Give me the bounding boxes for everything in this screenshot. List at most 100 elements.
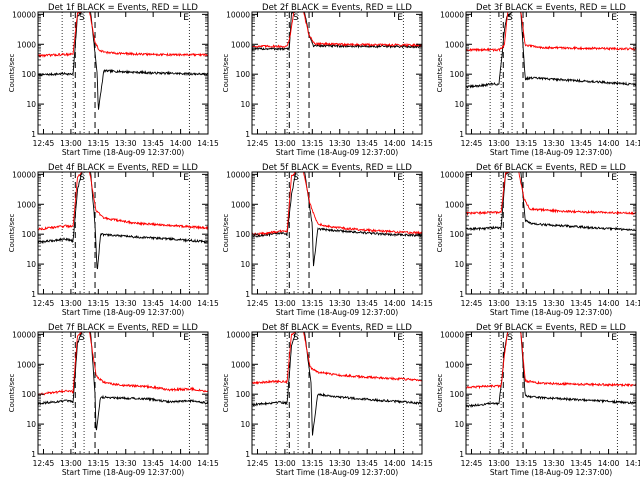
y-axis-label: Counts/sec [222, 374, 230, 413]
x-axis-label: Start Time (18-Aug-09 12:37:00) [490, 308, 612, 317]
x-tick-label: 13:45 [356, 299, 378, 308]
flare-marker-e: E [183, 333, 189, 343]
x-tick-label: 13:30 [329, 459, 351, 468]
y-axis-label: Counts/sec [8, 214, 16, 253]
y-tick-label: 10000 [226, 10, 250, 19]
x-tick-label: 14:00 [598, 299, 620, 308]
y-tick-label: 1000 [231, 40, 250, 49]
y-tick-label: 10000 [440, 170, 464, 179]
series-line-lld [466, 332, 636, 390]
y-tick-label: 100 [236, 230, 251, 239]
x-tick-label: 12:45 [247, 139, 269, 148]
y-tick-label: 100 [22, 230, 37, 239]
x-tick-label: 14:15 [197, 459, 219, 468]
chart-title: Det 4f BLACK = Events, RED = LLD [48, 163, 198, 173]
flare-marker-e: E [183, 13, 189, 23]
series-line-lld [38, 332, 208, 396]
y-axis-label: Counts/sec [8, 54, 16, 93]
x-axis-label: Start Time (18-Aug-09 12:37:00) [62, 468, 184, 477]
x-tick-label: 12:45 [247, 459, 269, 468]
x-tick-label: 14:00 [598, 139, 620, 148]
x-tick-label: 13:15 [516, 299, 538, 308]
x-tick-label: 13:15 [302, 459, 324, 468]
x-tick-label: 13:15 [516, 459, 538, 468]
x-axis-label: Start Time (18-Aug-09 12:37:00) [62, 148, 184, 157]
x-tick-label: 14:00 [170, 139, 192, 148]
y-tick-label: 1000 [445, 360, 464, 369]
y-tick-label: 10 [454, 100, 464, 109]
y-tick-label: 1000 [231, 360, 250, 369]
plot-frame [465, 171, 637, 295]
time-guides [275, 332, 404, 454]
y-tick-label: 100 [22, 70, 37, 79]
x-tick-label: 13:15 [88, 299, 110, 308]
y-tick-label: 10 [240, 420, 250, 429]
plot-frame [37, 171, 209, 295]
x-tick-label: 13:00 [488, 459, 510, 468]
plot-frame [251, 331, 423, 455]
x-tick-label: 13:00 [60, 299, 82, 308]
x-tick-label: 13:45 [142, 459, 164, 468]
series-line-lld [38, 172, 208, 231]
series-line-lld [252, 12, 422, 49]
x-tick-label: 13:00 [274, 139, 296, 148]
y-tick-label: 10 [26, 420, 36, 429]
y-tick-label: 10 [240, 100, 250, 109]
x-tick-label: 13:00 [488, 139, 510, 148]
x-tick-label: 14:00 [170, 299, 192, 308]
y-tick-label: 10000 [12, 10, 36, 19]
flare-marker-e: E [611, 333, 617, 343]
series-line-events [466, 12, 636, 89]
y-tick-label: 10 [240, 260, 250, 269]
y-tick-label: 1000 [231, 200, 250, 209]
x-tick-label: 13:45 [142, 299, 164, 308]
flare-marker-e: E [397, 173, 403, 183]
x-tick-label: 14:00 [384, 139, 406, 148]
x-tick-label: 13:15 [302, 299, 324, 308]
x-tick-label: 14:15 [411, 299, 433, 308]
chart-title: Det 9f BLACK = Events, RED = LLD [476, 323, 626, 333]
flare-marker-e: E [397, 333, 403, 343]
time-guides [489, 12, 618, 134]
flare-marker-e: E [183, 173, 189, 183]
x-tick-label: 13:15 [88, 139, 110, 148]
series-line-lld [466, 12, 636, 53]
plot-frame [465, 331, 637, 455]
y-tick-label: 1000 [17, 360, 36, 369]
y-tick-label: 10000 [226, 170, 250, 179]
x-tick-label: 13:45 [356, 139, 378, 148]
y-tick-label: 100 [22, 390, 37, 399]
flare-marker-s: S [507, 13, 513, 23]
x-tick-label: 13:00 [274, 299, 296, 308]
series-line-lld [252, 172, 422, 236]
flare-marker-s: S [293, 333, 299, 343]
plot-frame [37, 11, 209, 135]
time-guides [275, 172, 404, 294]
y-tick-label: 1000 [17, 40, 36, 49]
flare-marker-e: E [611, 173, 617, 183]
flare-marker-s: S [79, 173, 85, 183]
series-line-events [252, 172, 422, 267]
y-tick-label: 1 [31, 290, 36, 299]
plot-frame [251, 11, 423, 135]
x-tick-label: 14:00 [170, 459, 192, 468]
y-axis-label: Counts/sec [436, 54, 444, 93]
x-tick-label: 13:45 [570, 139, 592, 148]
y-tick-label: 10 [454, 420, 464, 429]
x-axis-label: Start Time (18-Aug-09 12:37:00) [276, 468, 398, 477]
y-tick-label: 10000 [440, 330, 464, 339]
x-tick-label: 13:30 [115, 139, 137, 148]
x-tick-label: 13:45 [356, 459, 378, 468]
y-axis-label: Counts/sec [436, 374, 444, 413]
x-tick-label: 13:45 [570, 299, 592, 308]
series-line-events [252, 332, 422, 436]
x-tick-label: 12:45 [461, 139, 483, 148]
y-tick-label: 1 [245, 290, 250, 299]
x-axis-label: Start Time (18-Aug-09 12:37:00) [276, 308, 398, 317]
x-tick-label: 13:00 [60, 139, 82, 148]
x-tick-label: 13:30 [543, 139, 565, 148]
time-guides [275, 12, 404, 134]
